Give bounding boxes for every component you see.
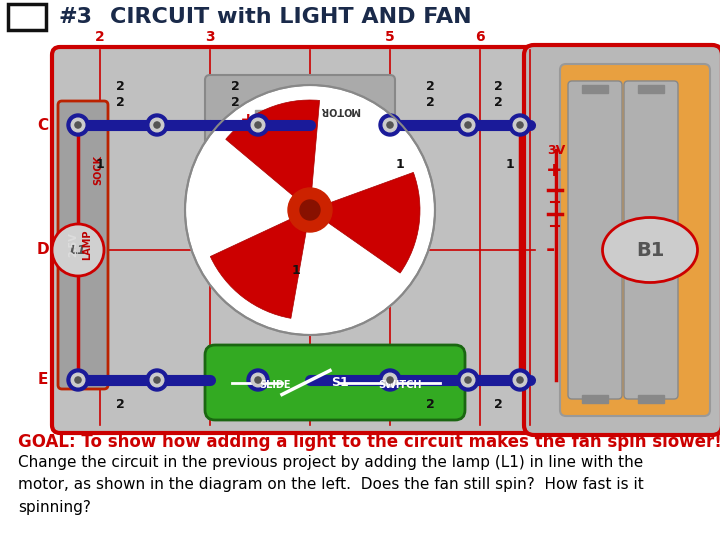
FancyBboxPatch shape (560, 64, 710, 416)
Circle shape (71, 373, 85, 387)
Circle shape (465, 377, 471, 383)
Bar (582, 395, 608, 403)
Text: -: - (546, 240, 555, 260)
Circle shape (150, 118, 164, 132)
Text: 5: 5 (385, 30, 395, 44)
Text: Change the circuit in the previous project by adding the lamp (L1) in line with : Change the circuit in the previous proje… (18, 455, 644, 515)
Bar (638, 85, 664, 93)
Text: 2: 2 (230, 80, 239, 93)
Text: 2: 2 (426, 80, 434, 93)
Text: SWITCH: SWITCH (378, 380, 422, 389)
Circle shape (509, 114, 531, 136)
Text: B1: B1 (636, 240, 664, 260)
Circle shape (52, 224, 104, 276)
Circle shape (247, 114, 269, 136)
Text: LAMP: LAMP (82, 230, 92, 260)
Circle shape (150, 373, 164, 387)
Text: +: + (546, 160, 562, 179)
Text: 1: 1 (96, 159, 104, 172)
Text: 1: 1 (292, 264, 300, 276)
Text: #3: #3 (58, 7, 92, 27)
Circle shape (154, 122, 160, 128)
Circle shape (300, 200, 320, 220)
Circle shape (154, 377, 160, 383)
Text: CIRCUIT with LIGHT AND FAN: CIRCUIT with LIGHT AND FAN (110, 7, 472, 27)
Circle shape (383, 373, 397, 387)
Circle shape (146, 114, 168, 136)
Circle shape (255, 377, 261, 383)
Circle shape (465, 122, 471, 128)
Circle shape (457, 114, 479, 136)
Circle shape (457, 369, 479, 391)
Wedge shape (226, 100, 320, 210)
Text: 2: 2 (494, 97, 503, 110)
Text: SLIDE: SLIDE (259, 380, 291, 389)
Circle shape (462, 373, 474, 387)
Text: 2: 2 (426, 97, 434, 110)
Bar (255, 110, 285, 140)
Circle shape (247, 369, 269, 391)
FancyBboxPatch shape (52, 47, 538, 433)
Text: GOAL: To show how adding a light to the circuit makes the fan spin slower!: GOAL: To show how adding a light to the … (18, 433, 720, 451)
Text: MOTOR: MOTOR (320, 105, 360, 115)
Wedge shape (210, 210, 310, 318)
Bar (638, 395, 664, 403)
Text: 1: 1 (505, 159, 514, 172)
Text: 2: 2 (95, 30, 105, 44)
FancyBboxPatch shape (568, 81, 622, 399)
Text: 2: 2 (116, 80, 125, 93)
Text: 2: 2 (230, 97, 239, 110)
Text: 3V: 3V (547, 144, 565, 157)
Circle shape (67, 369, 89, 391)
Circle shape (185, 85, 435, 335)
Circle shape (387, 122, 393, 128)
Text: S1: S1 (331, 376, 349, 389)
Text: 2: 2 (116, 399, 125, 411)
FancyBboxPatch shape (624, 81, 678, 399)
Circle shape (517, 122, 523, 128)
Text: C: C (37, 118, 48, 132)
Text: 2: 2 (426, 399, 434, 411)
Circle shape (75, 377, 81, 383)
FancyBboxPatch shape (58, 101, 108, 389)
Text: 2: 2 (494, 399, 503, 411)
Circle shape (462, 118, 474, 132)
Text: 2.5V: 2.5V (68, 233, 78, 258)
Circle shape (251, 373, 265, 387)
Circle shape (75, 122, 81, 128)
Circle shape (288, 188, 332, 232)
Circle shape (387, 377, 393, 383)
FancyBboxPatch shape (205, 345, 465, 420)
Text: +: + (240, 111, 256, 130)
Circle shape (379, 369, 401, 391)
Circle shape (383, 118, 397, 132)
FancyBboxPatch shape (205, 75, 395, 170)
Circle shape (255, 122, 261, 128)
FancyBboxPatch shape (524, 45, 720, 435)
Circle shape (517, 377, 523, 383)
Text: L1: L1 (70, 244, 86, 256)
Bar (582, 85, 608, 93)
Ellipse shape (603, 218, 698, 282)
Circle shape (513, 118, 527, 132)
Circle shape (67, 114, 89, 136)
Text: SOCK: SOCK (93, 155, 103, 185)
Text: E: E (38, 373, 48, 388)
Bar (8, 4, 46, 30)
Circle shape (71, 118, 85, 132)
Circle shape (379, 114, 401, 136)
Text: D: D (37, 242, 49, 258)
Circle shape (509, 369, 531, 391)
Text: 2: 2 (494, 80, 503, 93)
Circle shape (251, 118, 265, 132)
Text: 6: 6 (475, 30, 485, 44)
Text: 2: 2 (116, 97, 125, 110)
Text: 3: 3 (205, 30, 215, 44)
Circle shape (513, 373, 527, 387)
Wedge shape (310, 172, 420, 273)
Circle shape (146, 369, 168, 391)
Text: 1: 1 (395, 159, 405, 172)
